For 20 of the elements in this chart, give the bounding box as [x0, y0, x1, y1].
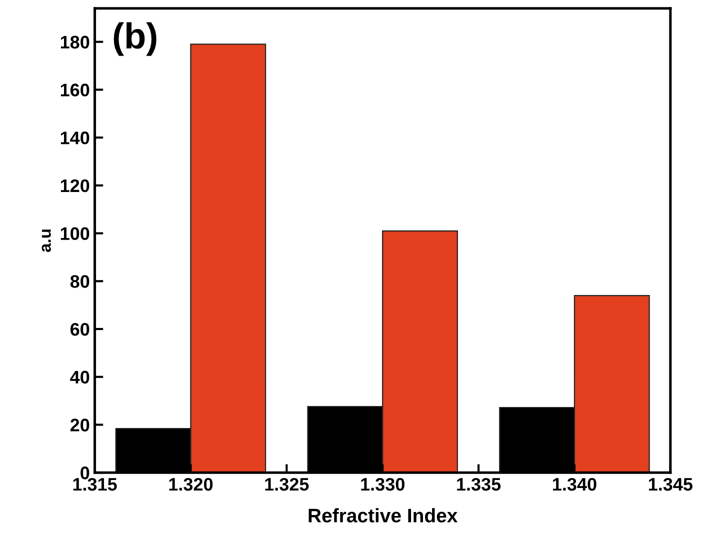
y-tick-label: 60: [70, 322, 90, 336]
y-tick-label: 160: [60, 84, 90, 96]
y-tick-label: 40: [70, 370, 90, 384]
x-tick-label: 1.325: [265, 478, 309, 491]
x-tick-label: 1.320: [169, 478, 213, 491]
x-tick-label: 1.335: [457, 478, 501, 491]
y-tick-label: 0: [80, 466, 90, 480]
y-tick-label: 20: [70, 418, 90, 432]
x-tick-label: 1.340: [553, 478, 596, 491]
y-tick-label: 120: [60, 179, 90, 192]
x-axis-title: Refractive Index: [308, 508, 458, 522]
y-tick-label: 140: [60, 132, 90, 144]
y-tick-label: 80: [70, 275, 90, 288]
y-tick-label: 100: [60, 227, 90, 240]
y-tick-label: 180: [60, 36, 90, 49]
x-tick-label: 1.330: [361, 478, 404, 491]
annotation: (b): [114, 22, 156, 56]
x-tick-label: 1.345: [648, 478, 692, 491]
y-axis-title: a.u: [42, 230, 51, 252]
x-tick-label: 1.315: [73, 478, 117, 491]
